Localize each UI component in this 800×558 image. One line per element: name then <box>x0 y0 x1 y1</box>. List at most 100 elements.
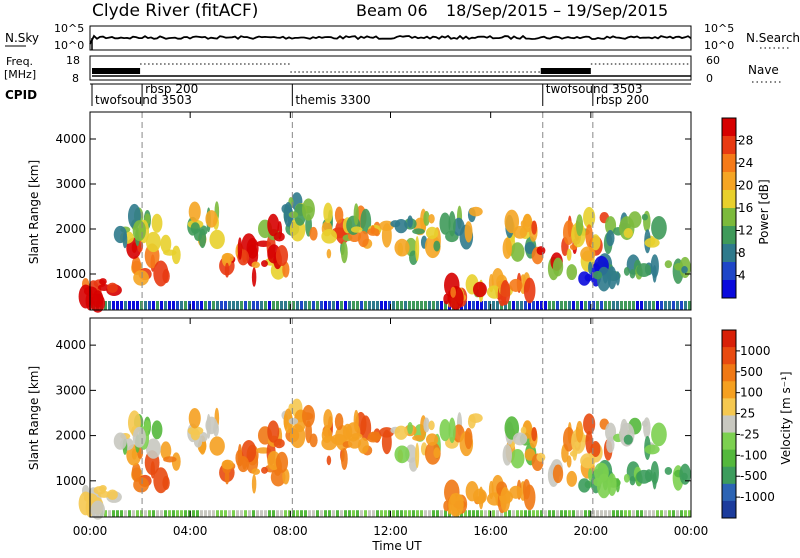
nsky-tick-low: 10^0 <box>54 39 84 52</box>
velocity-echo <box>469 413 483 423</box>
power-echo <box>448 285 464 310</box>
power-echo <box>592 301 595 310</box>
velocity-echo <box>200 510 203 517</box>
power-echo <box>606 230 615 247</box>
power-echo <box>352 301 355 310</box>
freq-tick-high: 18 <box>66 54 80 67</box>
power-echo <box>334 206 344 224</box>
velocity-echo <box>650 461 659 485</box>
cpid-segment-label: themis 3300 <box>295 93 370 107</box>
velocity-echo <box>443 500 450 512</box>
power-echo <box>296 301 299 310</box>
velocity-mode-lines <box>141 318 594 517</box>
velocity-echo <box>632 510 635 517</box>
velocity-echo <box>394 425 408 440</box>
power-echo <box>323 202 333 224</box>
colorbar-tick-label: 25 <box>740 407 755 421</box>
velocity-echo <box>512 510 515 517</box>
velocity-echo <box>368 510 371 517</box>
power-echo <box>251 267 257 287</box>
power-echo <box>420 301 423 310</box>
velocity-echo <box>566 455 572 468</box>
velocity-echo <box>151 420 163 440</box>
power-echo <box>104 301 107 310</box>
velocity-echo <box>641 420 648 427</box>
power-echo <box>468 301 471 310</box>
power-echo <box>648 301 651 310</box>
power-echo <box>464 301 467 310</box>
power-echo <box>566 248 572 261</box>
power-echo <box>504 209 520 234</box>
velocity-echo <box>636 510 639 517</box>
colorbar-swatch <box>722 347 736 365</box>
velocity-echo <box>664 467 673 475</box>
velocity-echo <box>340 510 343 517</box>
velocity-echo <box>248 510 251 517</box>
freq-label-1: Freq. <box>6 55 33 68</box>
velocity-echo <box>108 510 111 517</box>
power-echo <box>472 301 475 310</box>
velocity-echo <box>640 510 643 517</box>
power-echo <box>128 301 131 310</box>
velocity-echo <box>302 404 315 428</box>
power-echo <box>176 301 179 310</box>
power-echo <box>628 301 631 310</box>
velocity-echo <box>275 451 289 473</box>
velocity-echo <box>99 485 107 492</box>
velocity-echo <box>280 510 283 517</box>
velocity-echo <box>192 510 195 517</box>
power-echo <box>367 227 380 236</box>
power-echo <box>140 301 143 310</box>
velocity-echo <box>300 510 303 517</box>
velocity-echo <box>244 510 247 517</box>
velocity-echo <box>308 510 311 517</box>
velocity-echo <box>340 447 348 470</box>
power-echo <box>604 301 607 310</box>
velocity-echo <box>344 510 347 517</box>
power-echo <box>616 301 619 310</box>
velocity-echo <box>267 420 280 443</box>
power-echo <box>412 228 425 235</box>
power-echo <box>145 231 161 253</box>
power-echo <box>583 206 596 229</box>
velocity-echo <box>304 510 307 517</box>
freq-nave-traces <box>92 63 691 77</box>
nsky-tick-high: 10^5 <box>54 22 84 35</box>
velocity-echo <box>348 510 351 517</box>
power-echo <box>300 301 303 310</box>
power-echo <box>443 293 450 305</box>
power-echo <box>168 301 171 310</box>
power-echo <box>116 301 119 310</box>
power-echo <box>632 301 635 310</box>
velocity-y-axis: 1000 2000 3000 4000 <box>55 338 691 488</box>
power-echo <box>380 301 383 310</box>
power-echo <box>552 301 555 310</box>
power-echo <box>184 301 187 310</box>
power-echo <box>523 277 536 304</box>
power-echo <box>664 260 673 269</box>
power-echo <box>224 262 230 278</box>
colorbar-tick-label: 16 <box>738 201 753 215</box>
power-echo <box>276 301 279 310</box>
power-echo <box>320 301 323 310</box>
nsearch-tick-high: 10^5 <box>704 22 734 35</box>
velocity-echo <box>98 490 111 498</box>
velocity-echo <box>188 510 191 517</box>
power-echo <box>188 301 191 310</box>
power-echo <box>440 301 443 310</box>
velocity-panel: 1000 2000 3000 4000 Slant Range [km] 1000 50… <box>27 317 793 520</box>
power-echo <box>133 270 149 286</box>
power-echo <box>98 284 111 291</box>
power-echo <box>200 301 203 310</box>
velocity-echo <box>209 436 225 456</box>
power-echo <box>321 228 338 244</box>
freq-dense-block <box>540 68 591 74</box>
colorbar-tick-label: 100 <box>740 386 763 400</box>
y-tick-label: 4000 <box>55 132 86 146</box>
power-echo <box>324 301 327 310</box>
velocity-echo <box>237 443 243 467</box>
power-echo <box>113 225 127 244</box>
velocity-echo <box>448 417 456 444</box>
power-echo <box>572 301 575 310</box>
